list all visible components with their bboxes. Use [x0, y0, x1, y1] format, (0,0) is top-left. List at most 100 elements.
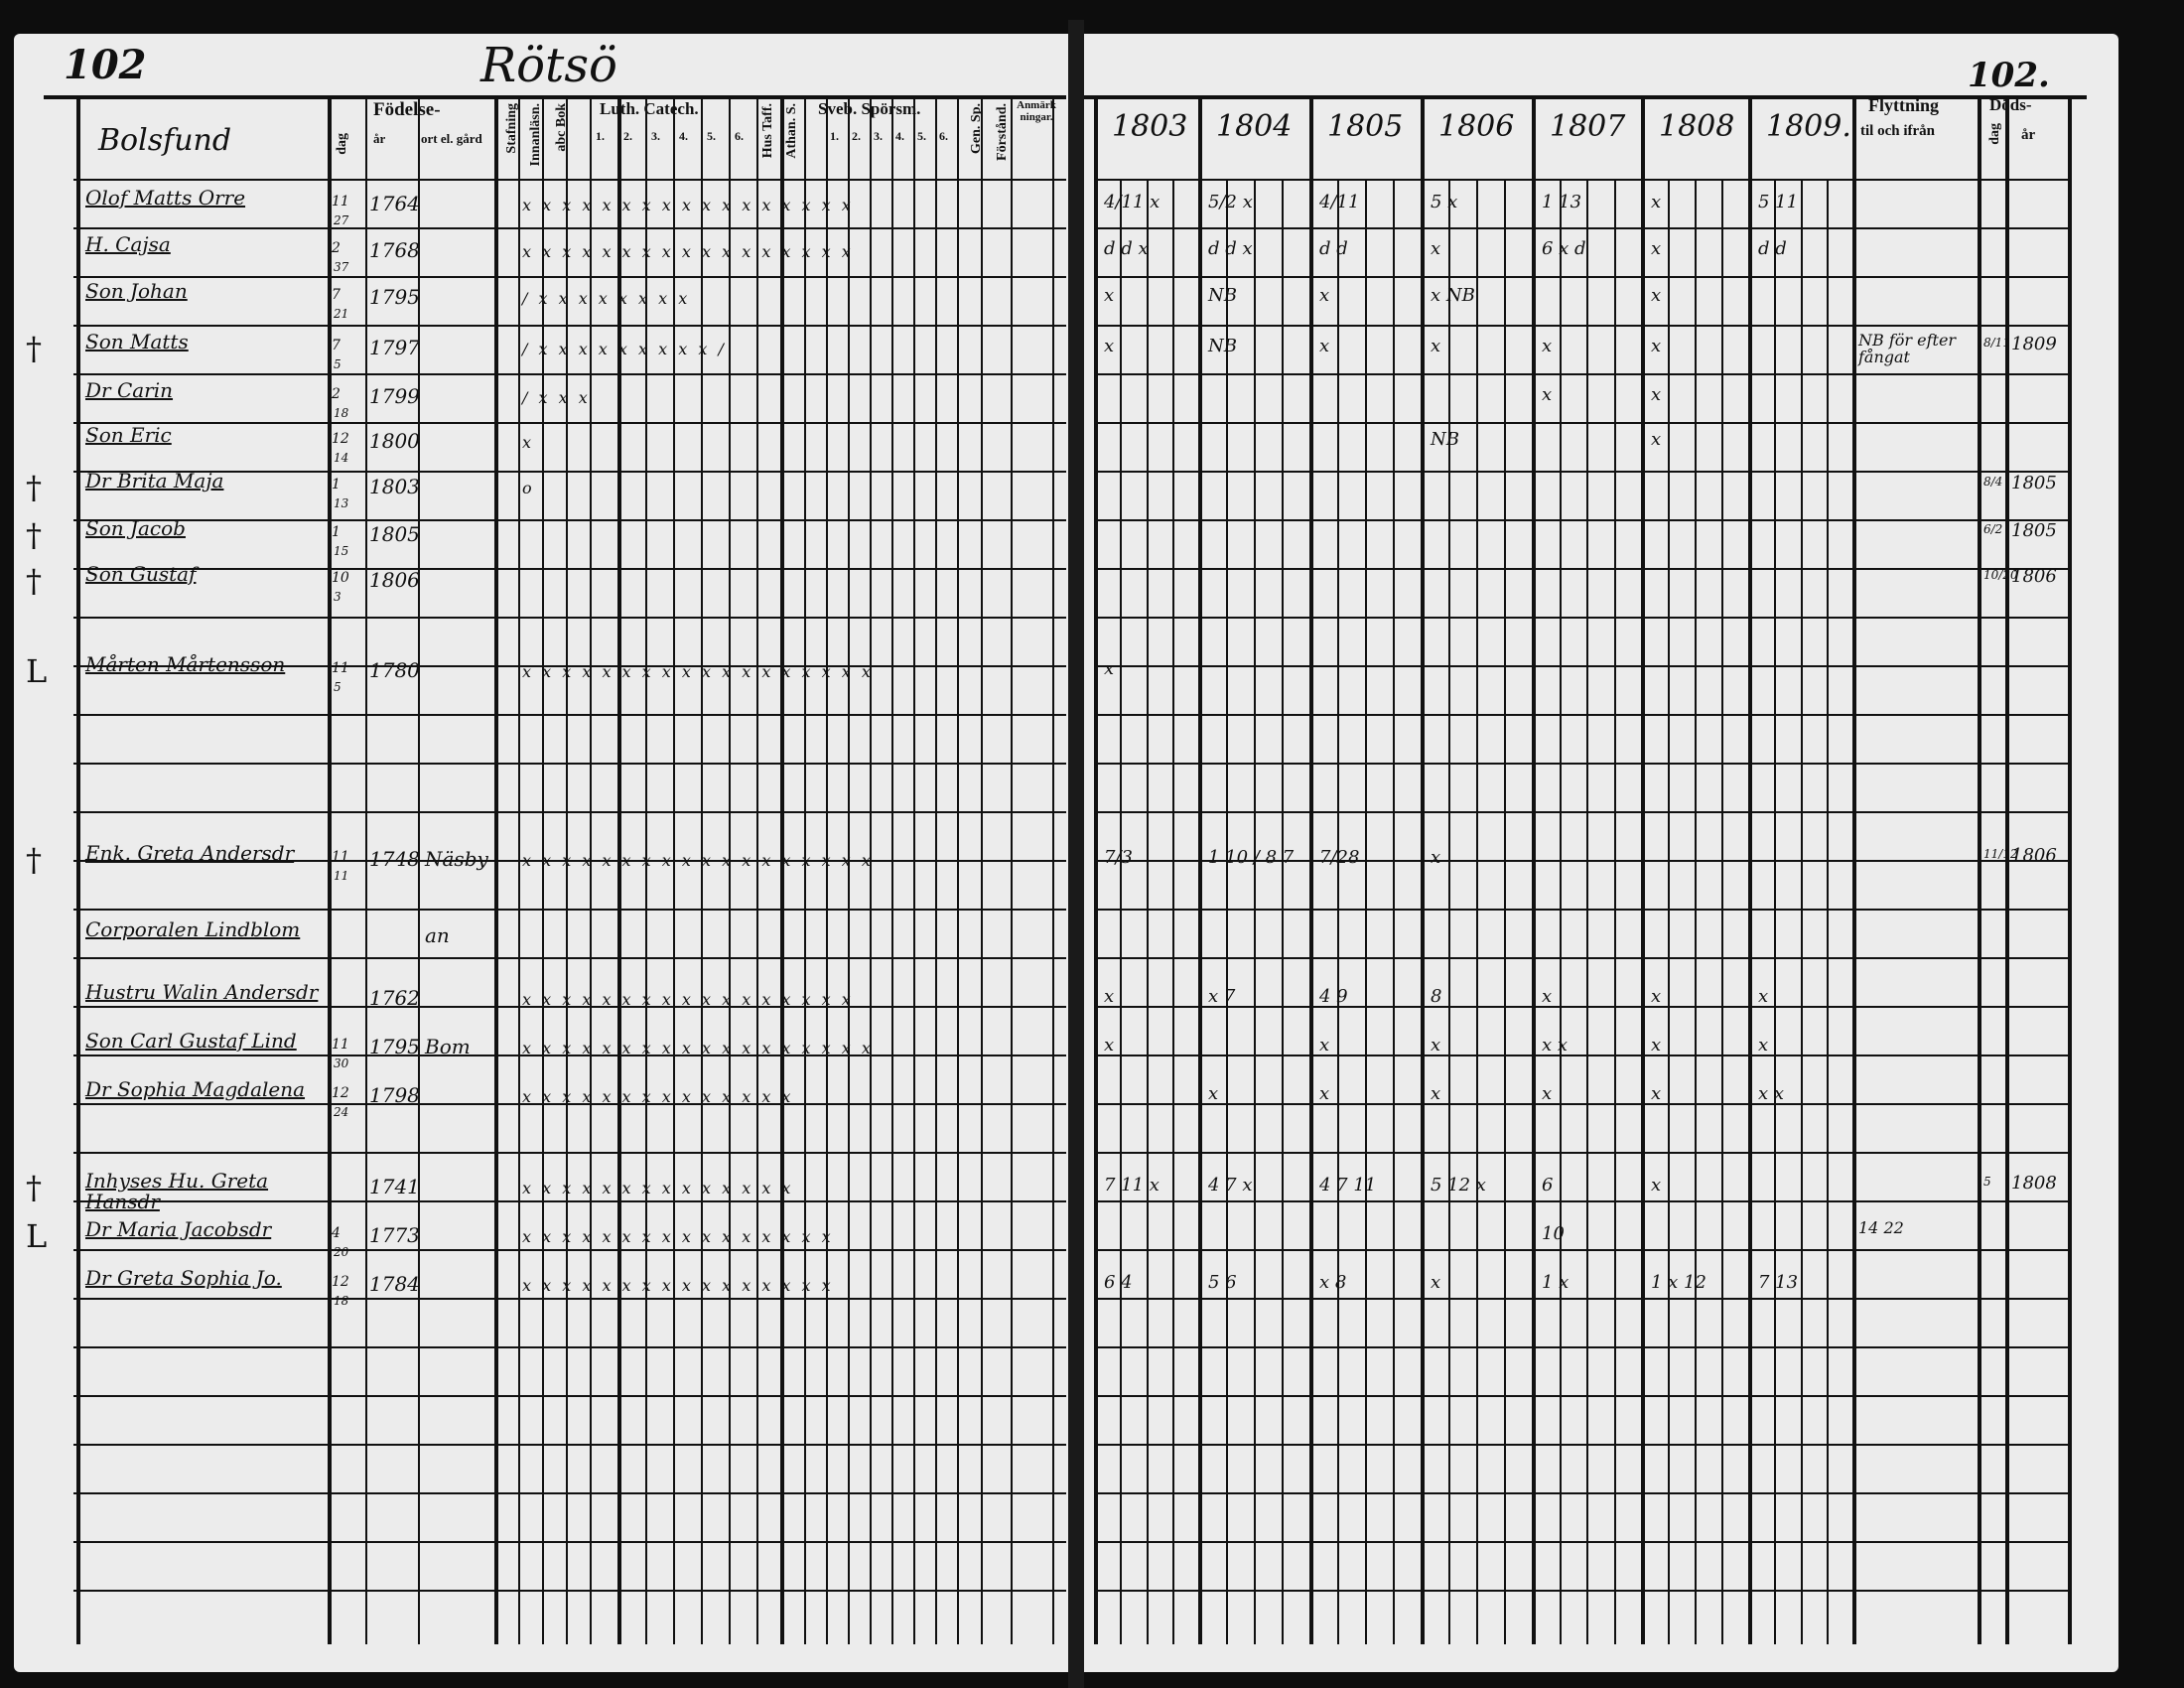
catechism-marks: x x x x x x x x x x x x x x — [522, 1087, 794, 1106]
column-rule — [1309, 95, 1313, 1644]
catechism-marks: x x x x x x x x x x x x x x x x x x — [522, 662, 874, 681]
catechism-marks: o — [522, 479, 535, 497]
row-rule — [1094, 1152, 2072, 1154]
catechism-marks: x x x x x x x x x x x x x x x x x — [522, 990, 854, 1009]
sub-column-rule — [1365, 179, 1367, 1644]
year-record: x — [1431, 238, 1441, 259]
person-name: Enk. Greta Andersdr — [85, 841, 295, 865]
year-record: x — [1104, 285, 1115, 306]
birth-place: Näsby — [425, 847, 488, 871]
row-rule — [1094, 471, 2072, 473]
column-rule — [804, 95, 806, 1644]
person-name: Hustru Walin Andersdr — [85, 980, 319, 1004]
year-record: 5 11 — [1758, 192, 1799, 212]
death-day: 8/4 — [1983, 475, 2003, 489]
death-day: 10/20 — [1983, 568, 2018, 582]
row-rule — [1094, 325, 2072, 327]
row-rule — [73, 957, 1066, 959]
year-record: x — [1542, 986, 1553, 1007]
person-name: Son Matts — [85, 330, 189, 353]
death-year: 1805 — [2011, 473, 2057, 493]
column-rule — [1532, 95, 1536, 1644]
column-rule — [2005, 95, 2009, 1644]
table-row: † Enk. Greta Andersdr 11 11 1748 Näsby x x x x… — [14, 841, 1066, 885]
row-rule — [1094, 1103, 2072, 1105]
birth-year: 1795 — [369, 285, 420, 309]
column-rule — [328, 95, 332, 1644]
status-mark: † — [26, 841, 42, 879]
year-record: x — [1758, 1035, 1769, 1055]
swebilius-col-label: 6. — [939, 129, 948, 143]
header-til-och-ifran: til och ifrån — [1860, 123, 1935, 139]
person-name: Dr Brita Maja — [85, 469, 224, 492]
row-rule — [1094, 422, 2072, 424]
row-rule — [73, 227, 1066, 229]
header-death-year: år — [2021, 127, 2036, 143]
death-year: 1808 — [2011, 1173, 2057, 1194]
row-rule — [73, 1006, 1066, 1008]
header-birth-day: dag — [335, 133, 349, 155]
row-rule — [1094, 1200, 2072, 1202]
birth-place: Bom — [425, 1035, 471, 1058]
year-record: x — [1651, 384, 1662, 405]
row-rule — [73, 325, 1066, 327]
year-record: x — [1651, 1175, 1662, 1196]
row-rule — [1094, 1055, 2072, 1056]
year-record: 4 9 — [1319, 986, 1348, 1007]
birth-year: 1800 — [369, 429, 420, 453]
catechism-marks: x x x x x x x x x x x x x x x x x — [522, 242, 854, 261]
birth-month: 15 — [334, 544, 349, 558]
header-birth-year: år — [373, 131, 386, 146]
row-rule — [1094, 1346, 2072, 1348]
year-record: 1 13 — [1542, 192, 1582, 212]
year-record: x — [1651, 336, 1662, 356]
record-row: 4/11 x 5/2 x 4/11 5 x 1 13 x 5 11 — [1084, 186, 2116, 229]
year-record: 5 6 — [1208, 1272, 1237, 1293]
birth-day: 11 — [332, 849, 349, 865]
year-header: 1808 — [1659, 109, 1735, 144]
header-rule — [1084, 95, 2087, 99]
catechism-marks: x x x x x x x x x x x x x x x x x — [522, 196, 854, 214]
year-record: 6 4 — [1104, 1272, 1133, 1293]
row-rule — [73, 1200, 1066, 1202]
row-rule — [1094, 909, 2072, 911]
year-header: 1806 — [1438, 109, 1515, 144]
birth-day: 12 — [332, 1274, 349, 1290]
sub-column-rule — [1613, 179, 1616, 1644]
year-record: 10 — [1542, 1223, 1565, 1244]
birth-month: 37 — [334, 260, 349, 274]
death-day: 6/2 — [1983, 522, 2003, 536]
year-record: 4 7 x — [1208, 1175, 1253, 1196]
row-rule — [73, 1492, 1066, 1494]
year-record: x — [1431, 1035, 1441, 1055]
row-rule — [73, 373, 1066, 375]
person-name: Son Jacob — [85, 516, 186, 540]
year-record: 5 12 x — [1431, 1175, 1486, 1196]
birth-day: 11 — [332, 194, 349, 210]
status-mark: L — [26, 652, 48, 690]
sub-column-rule — [1826, 179, 1829, 1644]
luther-col-label: 1. — [596, 129, 605, 143]
column-rule — [1011, 95, 1013, 1644]
year-record: x — [1758, 986, 1769, 1007]
row-rule — [73, 1590, 1066, 1592]
person-name: Dr Greta Sophia Jo. — [85, 1266, 282, 1290]
year-record: x x — [1758, 1083, 1785, 1104]
right-page: 102. 1803 1804 1805 1806 1807 1808 1809. Flytt… — [1084, 34, 2118, 1672]
year-record: x — [1104, 336, 1115, 356]
year-record: x — [1651, 986, 1662, 1007]
sub-column-rule — [1171, 179, 1174, 1644]
table-row: H. Cajsa 2 37 1768 x x x x x x x x x x x x x… — [14, 232, 1066, 276]
year-header: 1805 — [1327, 109, 1404, 144]
death-day: 8/11 — [1983, 336, 2010, 350]
person-name: Dr Sophia Magdalena — [85, 1077, 306, 1101]
sub-column-rule — [1721, 179, 1723, 1644]
birth-day: 12 — [332, 431, 349, 447]
column-rule — [981, 95, 983, 1644]
sub-column-rule — [1695, 179, 1697, 1644]
birth-year: 1773 — [369, 1223, 420, 1247]
record-row: 6/2 1805 — [1084, 516, 2116, 560]
swebilius-col-label: 5. — [917, 129, 926, 143]
row-rule — [1094, 1249, 2072, 1251]
